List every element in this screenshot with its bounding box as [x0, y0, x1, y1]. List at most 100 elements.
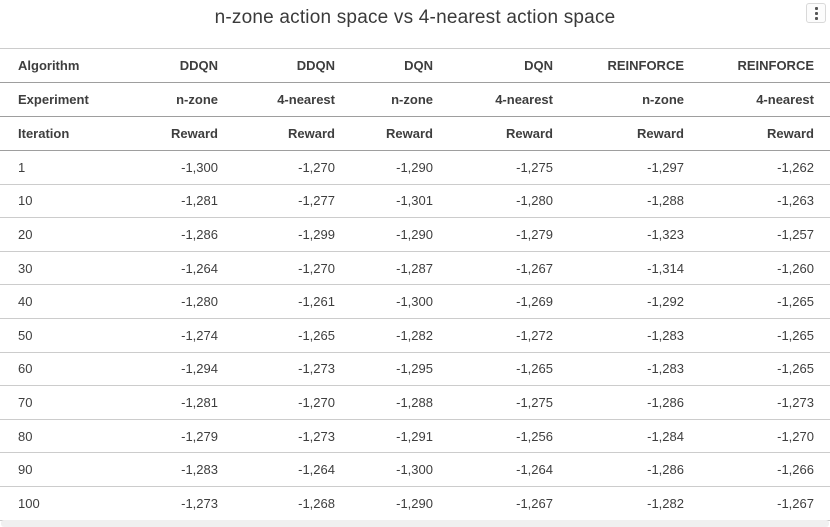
header-cell: Reward — [234, 116, 351, 151]
iteration-cell: 1 — [0, 150, 134, 185]
reward-cell: -1,286 — [134, 217, 234, 252]
reward-cell: -1,290 — [351, 150, 449, 185]
iteration-cell: 60 — [0, 352, 134, 387]
reward-cell: -1,279 — [134, 419, 234, 454]
header-cell: 4-nearest — [700, 82, 830, 117]
reward-cell: -1,282 — [351, 318, 449, 353]
table-row: 10 -1,281 -1,277 -1,301 -1,280 -1,288 -1,263 — [0, 184, 830, 219]
reward-cell: -1,297 — [569, 150, 700, 185]
h-scrollbar-track[interactable] — [1, 520, 829, 527]
reward-cell: -1,300 — [351, 452, 449, 487]
reward-cell: -1,272 — [449, 318, 569, 353]
results-table: Algorithm DDQN DDQN DQN DQN REINFORCE REINFORC… — [0, 48, 830, 521]
reward-cell: -1,269 — [449, 284, 569, 319]
header-cell: DQN — [449, 48, 569, 83]
reward-cell: -1,267 — [700, 486, 830, 521]
header-cell: Reward — [700, 116, 830, 151]
reward-cell: -1,267 — [449, 251, 569, 286]
iteration-cell: 90 — [0, 452, 134, 487]
table-row: 100 -1,273 -1,268 -1,290 -1,267 -1,282 -1,267 — [0, 486, 830, 521]
reward-cell: -1,288 — [351, 385, 449, 420]
reward-cell: -1,256 — [449, 419, 569, 454]
reward-cell: -1,267 — [449, 486, 569, 521]
reward-cell: -1,300 — [351, 284, 449, 319]
iteration-cell: 50 — [0, 318, 134, 353]
reward-cell: -1,323 — [569, 217, 700, 252]
reward-cell: -1,290 — [351, 486, 449, 521]
table-row: 70 -1,281 -1,270 -1,288 -1,275 -1,286 -1,273 — [0, 385, 830, 420]
iteration-cell: 40 — [0, 284, 134, 319]
reward-cell: -1,294 — [134, 352, 234, 387]
reward-cell: -1,270 — [234, 150, 351, 185]
reward-cell: -1,265 — [700, 352, 830, 387]
header-cell: Reward — [134, 116, 234, 151]
reward-cell: -1,284 — [569, 419, 700, 454]
reward-cell: -1,281 — [134, 385, 234, 420]
reward-cell: -1,282 — [569, 486, 700, 521]
reward-cell: -1,265 — [700, 318, 830, 353]
header-cell: REINFORCE — [569, 48, 700, 83]
iteration-cell: 20 — [0, 217, 134, 252]
table-row: 30 -1,264 -1,270 -1,287 -1,267 -1,314 -1,260 — [0, 251, 830, 286]
reward-cell: -1,280 — [134, 284, 234, 319]
reward-cell: -1,281 — [134, 184, 234, 219]
header-cell: n-zone — [134, 82, 234, 117]
table-row: 50 -1,274 -1,265 -1,282 -1,272 -1,283 -1,265 — [0, 318, 830, 353]
table-row: 80 -1,279 -1,273 -1,291 -1,256 -1,284 -1,270 — [0, 419, 830, 454]
iteration-cell: 10 — [0, 184, 134, 219]
reward-cell: -1,277 — [234, 184, 351, 219]
reward-cell: -1,270 — [700, 419, 830, 454]
reward-cell: -1,301 — [351, 184, 449, 219]
reward-cell: -1,264 — [134, 251, 234, 286]
reward-cell: -1,264 — [449, 452, 569, 487]
iteration-cell: 70 — [0, 385, 134, 420]
iteration-cell: 100 — [0, 486, 134, 521]
reward-cell: -1,274 — [134, 318, 234, 353]
reward-cell: -1,314 — [569, 251, 700, 286]
reward-cell: -1,279 — [449, 217, 569, 252]
reward-cell: -1,273 — [234, 419, 351, 454]
iteration-cell: 80 — [0, 419, 134, 454]
panel-title: n-zone action space vs 4-nearest action … — [214, 7, 616, 28]
reward-cell: -1,265 — [700, 284, 830, 319]
reward-cell: -1,273 — [234, 352, 351, 387]
reward-cell: -1,283 — [134, 452, 234, 487]
header-cell: 4-nearest — [449, 82, 569, 117]
header-cell: Reward — [569, 116, 700, 151]
header-cell: DDQN — [234, 48, 351, 83]
header-cell: Reward — [351, 116, 449, 151]
header-cell: n-zone — [569, 82, 700, 117]
reward-cell: -1,273 — [134, 486, 234, 521]
kebab-menu-button[interactable] — [806, 3, 826, 23]
table-header-row: Experiment n-zone 4-nearest n-zone 4-nearest… — [0, 82, 830, 117]
reward-cell: -1,299 — [234, 217, 351, 252]
table-row: 60 -1,294 -1,273 -1,295 -1,265 -1,283 -1,265 — [0, 352, 830, 387]
reward-cell: -1,261 — [234, 284, 351, 319]
reward-cell: -1,263 — [700, 184, 830, 219]
reward-cell: -1,286 — [569, 452, 700, 487]
reward-cell: -1,292 — [569, 284, 700, 319]
table-head: Algorithm DDQN DDQN DQN DQN REINFORCE REINFORC… — [0, 48, 830, 151]
table-row: 40 -1,280 -1,261 -1,300 -1,269 -1,292 -1,265 — [0, 284, 830, 319]
row-label-cell: Algorithm — [0, 48, 134, 83]
table-header-row: Iteration Reward Reward Reward Reward Reward R… — [0, 116, 830, 151]
reward-cell: -1,287 — [351, 251, 449, 286]
iteration-cell: 30 — [0, 251, 134, 286]
reward-cell: -1,265 — [449, 352, 569, 387]
reward-cell: -1,268 — [234, 486, 351, 521]
reward-cell: -1,283 — [569, 318, 700, 353]
reward-cell: -1,288 — [569, 184, 700, 219]
row-label-cell: Experiment — [0, 82, 134, 117]
header-cell: REINFORCE — [700, 48, 830, 83]
reward-cell: -1,275 — [449, 385, 569, 420]
kebab-vertical-icon — [814, 6, 818, 20]
reward-cell: -1,290 — [351, 217, 449, 252]
header-cell: Reward — [449, 116, 569, 151]
reward-cell: -1,280 — [449, 184, 569, 219]
reward-cell: -1,270 — [234, 251, 351, 286]
reward-cell: -1,300 — [134, 150, 234, 185]
reward-cell: -1,264 — [234, 452, 351, 487]
header-cell: DDQN — [134, 48, 234, 83]
reward-cell: -1,262 — [700, 150, 830, 185]
